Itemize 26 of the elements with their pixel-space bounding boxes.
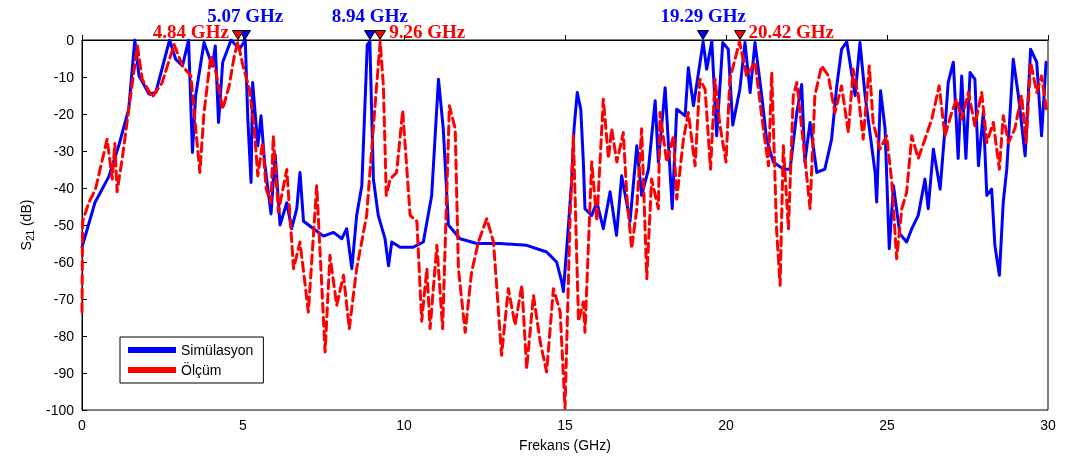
y-tick-label: -40 (53, 180, 75, 196)
x-tick-label: 20 (718, 417, 734, 433)
x-tick-label: 10 (396, 417, 412, 433)
y-tick-label: 0 (66, 32, 75, 48)
annotation: 20.42 GHz (748, 20, 835, 42)
x-tick-label: 5 (239, 417, 248, 433)
legend-label: Simülasyon (181, 342, 254, 358)
x-tick-label: 30 (1040, 417, 1056, 433)
y-tick-label: -70 (53, 291, 75, 307)
annotation: 19.29 GHz (660, 5, 747, 26)
x-tick-label: 15 (557, 417, 573, 433)
y-tick-label: -20 (53, 106, 75, 122)
annotation: 8.94 GHz (331, 5, 409, 26)
y-tick-label: -50 (53, 217, 75, 233)
y-tick-label: -90 (53, 365, 75, 381)
x-tick-label: 0 (78, 417, 87, 433)
y-tick-label: -60 (53, 254, 75, 270)
x-axis-title: Frekans (GHz) (519, 437, 611, 453)
y-axis-title: S21 (dB) (18, 199, 36, 251)
legend-label: Ölçüm (181, 361, 222, 378)
x-tick-label: 25 (879, 417, 895, 433)
y-tick-label: -100 (45, 402, 75, 418)
y-tick-label: -10 (53, 69, 75, 85)
y-tick-label: -30 (53, 143, 75, 159)
annotation: 5.07 GHz (207, 5, 284, 26)
y-tick-label: -80 (53, 328, 75, 344)
